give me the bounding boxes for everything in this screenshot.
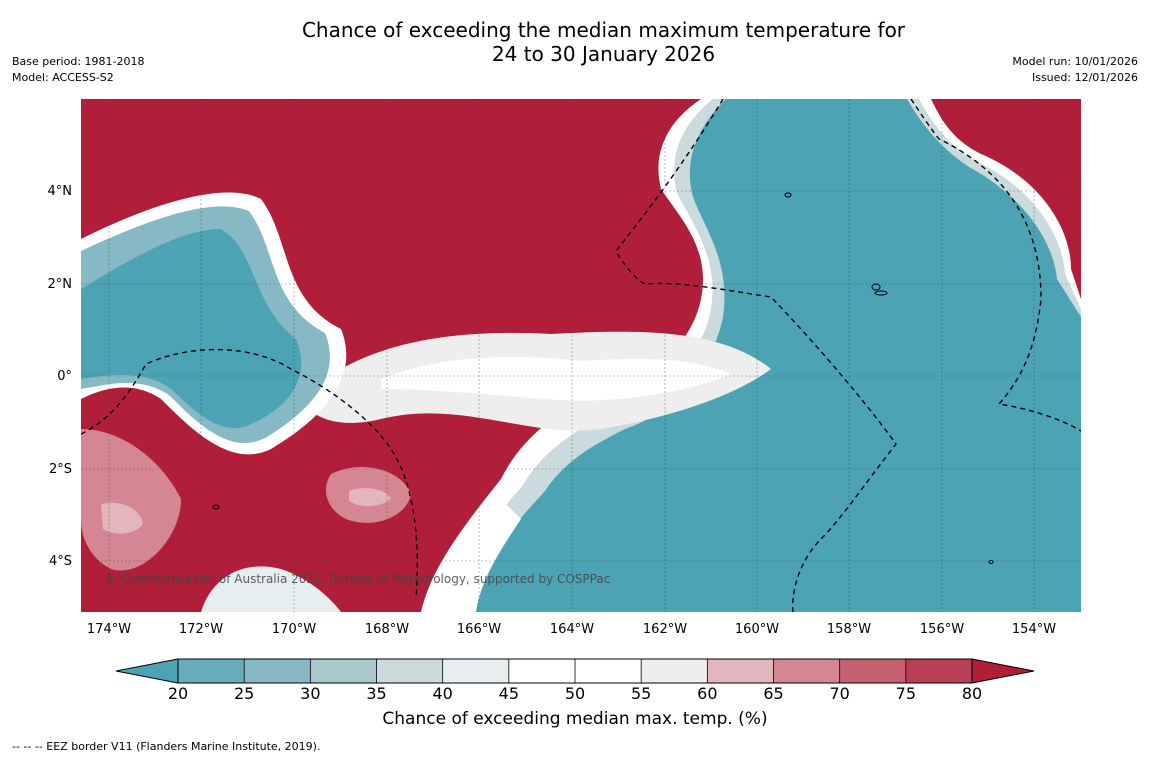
y-tick-0: 0° xyxy=(57,369,72,384)
x-tick-156w: 156°W xyxy=(919,622,965,637)
colorbar-segment xyxy=(508,659,576,683)
model-name: Model: ACCESS-S2 xyxy=(12,71,114,84)
colorbar-tick-label: 30 xyxy=(300,684,321,703)
colorbar-arrow-high xyxy=(971,658,1035,684)
x-tick-168w: 168°W xyxy=(364,622,410,637)
y-tick-2n: 2°N xyxy=(47,277,73,292)
colorbar-segment xyxy=(178,659,245,683)
colorbar-tick-label: 70 xyxy=(829,684,850,703)
colorbar-tick-label: 20 xyxy=(167,684,189,703)
colorbar-segments xyxy=(115,658,1035,684)
islands xyxy=(212,192,994,564)
colorbar-tick-label: 60 xyxy=(697,684,718,703)
south-neutral-wedge xyxy=(201,499,521,612)
s-light-patch xyxy=(349,488,391,507)
colorbar-tick-label: 50 xyxy=(564,684,586,703)
colorbar-arrow-low xyxy=(115,658,179,684)
map-svg xyxy=(81,99,1081,612)
colorbar-segment xyxy=(707,659,774,683)
colorbar-svg xyxy=(115,658,1035,684)
colorbar-tick-label: 80 xyxy=(961,684,983,703)
lat-lon-grid xyxy=(81,99,1081,612)
sw-light-patch xyxy=(101,502,143,534)
colorbar xyxy=(115,658,1036,688)
eez-legend-note: -- -- -- EEZ border V11 (Flanders Marine… xyxy=(12,740,321,753)
colorbar-tick-label: 55 xyxy=(630,684,652,703)
map-title: Chance of exceeding the median maximum t… xyxy=(0,18,1150,66)
colorbar-tick-label: 75 xyxy=(895,684,916,703)
eez-borders xyxy=(81,99,1081,612)
colorbar-segment xyxy=(839,659,907,683)
x-tick-172w: 172°W xyxy=(178,622,224,637)
equatorial-white-core xyxy=(381,356,731,401)
base-period: Base period: 1981-2018 xyxy=(12,55,145,68)
x-tick-154w: 154°W xyxy=(1011,622,1057,637)
x-tick-174w: 174°W xyxy=(86,622,132,637)
y-tick-2s: 2°S xyxy=(48,462,72,477)
x-tick-166w: 166°W xyxy=(456,622,502,637)
east-cool-region xyxy=(421,99,1081,612)
map-panel xyxy=(81,99,1081,612)
colorbar-segment xyxy=(244,659,311,683)
colorbar-tick-label: 65 xyxy=(763,684,784,703)
colorbar-segment xyxy=(376,659,444,683)
y-tick-4s: 4°S xyxy=(48,554,72,569)
colorbar-tick-label: 35 xyxy=(366,684,387,703)
x-tick-164w: 164°W xyxy=(549,622,595,637)
colorbar-tick-label: 40 xyxy=(432,684,453,703)
issued-date: Issued: 12/01/2026 xyxy=(1031,71,1138,84)
colorbar-tick-label: 25 xyxy=(233,684,255,703)
colorbar-segment xyxy=(442,659,510,683)
colorbar-segment xyxy=(905,659,973,683)
y-tick-4n: 4°N xyxy=(47,184,73,199)
title-line-1: Chance of exceeding the median maximum t… xyxy=(301,18,906,42)
sw-pink-patch xyxy=(81,429,181,571)
west-cool-region xyxy=(81,192,347,455)
x-tick-162w: 162°W xyxy=(642,622,688,637)
colorbar-label: Chance of exceeding median max. temp. (%… xyxy=(382,709,768,729)
x-tick-160w: 160°W xyxy=(734,622,780,637)
colorbar-segment xyxy=(773,659,841,683)
x-tick-170w: 170°W xyxy=(271,622,317,637)
colorbar-segment xyxy=(310,659,377,683)
colorbar-tick-label: 45 xyxy=(498,684,519,703)
meta-left: Base period: 1981-2018 Model: ACCESS-S2 xyxy=(12,54,144,86)
colorbar-outline xyxy=(177,658,973,684)
x-tick-158w: 158°W xyxy=(826,622,872,637)
meta-right: Model run: 10/01/2026 Issued: 12/01/2026 xyxy=(1012,54,1138,86)
title-line-2: 24 to 30 January 2026 xyxy=(491,42,716,66)
model-run: Model run: 10/01/2026 xyxy=(1012,55,1138,68)
colorbar-segment xyxy=(575,659,642,683)
copyright-text: © Commonwealth of Australia 2026, Bureau… xyxy=(105,572,611,586)
colorbar-segment xyxy=(641,659,708,683)
